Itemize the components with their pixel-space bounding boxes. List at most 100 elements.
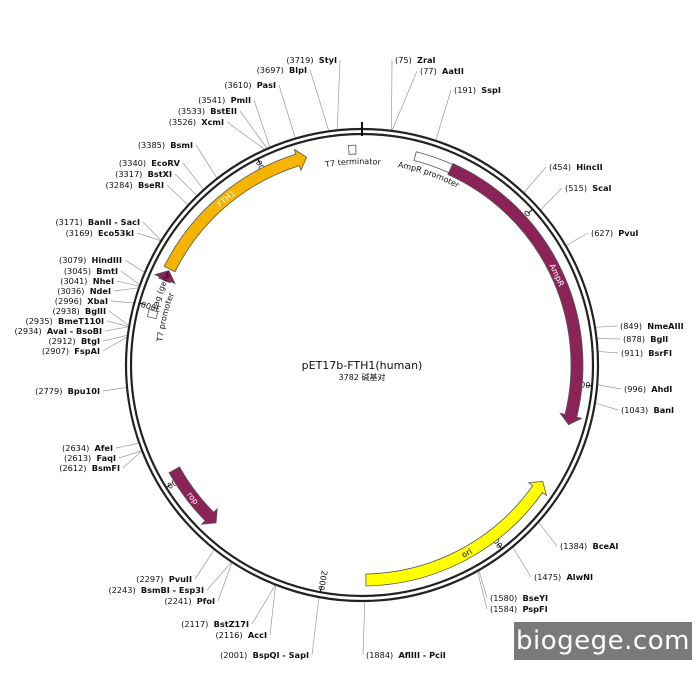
site-leader-line — [269, 585, 276, 636]
restriction-site: (2907) FspAI — [42, 337, 127, 356]
restriction-site: (75) ZraI — [391, 55, 436, 130]
site-leader-line — [166, 184, 188, 205]
site-label: (2117) BstZ17I — [181, 619, 249, 629]
site-name: PfoI — [197, 596, 215, 606]
restriction-site: (1475) AlwNI — [512, 547, 593, 582]
site-label: (3036) NdeI — [57, 286, 111, 296]
site-label: (2116) AccI — [215, 630, 267, 640]
site-label: (454) HincII — [549, 162, 603, 172]
site-name: BmtI — [96, 266, 118, 276]
restriction-site: (77) AatII — [391, 66, 464, 131]
site-label: (2938) BglII — [53, 306, 106, 316]
site-leader-line — [116, 280, 139, 287]
feature-shape — [365, 481, 548, 587]
restriction-site: (3169) Eco53kI — [66, 228, 161, 241]
site-position: (75) — [395, 55, 412, 65]
restriction-site: (911) BsrFI — [598, 348, 672, 358]
site-leader-line — [108, 310, 129, 326]
site-name: StyI — [319, 55, 337, 65]
feature-label-text: T7 terminator — [323, 157, 381, 169]
site-label: (1384) BceAI — [560, 541, 618, 551]
site-leader-line — [336, 59, 341, 130]
site-label: (3169) Eco53kI — [66, 228, 134, 238]
site-leader-line — [595, 325, 618, 328]
site-leader-line — [124, 259, 145, 273]
site-leader-line — [362, 601, 366, 656]
restriction-site: (2934) AvaI - BsoBI — [14, 326, 129, 336]
site-name: BtgI — [81, 336, 100, 346]
site-leader-line — [226, 121, 265, 150]
site-position: (2934) — [14, 326, 41, 336]
site-position: (3045) — [64, 266, 91, 276]
site-label: (77) AatII — [420, 66, 464, 76]
site-position: (3036) — [57, 286, 84, 296]
site-label: (2241) PfoI — [164, 596, 215, 606]
site-position: (2634) — [62, 443, 89, 453]
site-name: BspQI - SapI — [253, 650, 309, 660]
site-label: (911) BsrFI — [621, 348, 672, 358]
site-name: BsmBI - Esp3I — [141, 585, 204, 595]
site-leader-line — [118, 450, 142, 459]
site-name: NdeI — [90, 286, 111, 296]
site-name: NheI — [93, 276, 114, 286]
tick-mark — [165, 483, 172, 488]
site-position: (454) — [549, 162, 571, 172]
restriction-site: (2935) BmeT110I — [26, 316, 129, 327]
site-label: (3340) EcoRV — [119, 158, 181, 168]
site-name: BsmFI — [92, 463, 120, 473]
site-position: (3317) — [115, 169, 142, 179]
site-name: Eco53kI — [98, 228, 134, 238]
site-position: (2243) — [108, 585, 135, 595]
site-position: (2117) — [181, 619, 208, 629]
site-name: EcoRV — [151, 158, 180, 168]
feature-label: T7 terminator — [323, 157, 381, 169]
site-leader-line — [106, 320, 129, 327]
restriction-site: (3045) BmtI — [64, 266, 140, 285]
site-name: BsmI — [170, 140, 193, 150]
restriction-site: (3171) BanII - SacI — [55, 217, 161, 241]
restriction-site: (2613) FaqI — [64, 450, 142, 463]
site-label: (3697) BlpI — [257, 65, 307, 75]
site-leader-line — [311, 598, 320, 656]
site-name: AatII — [442, 66, 464, 76]
site-position: (3340) — [119, 158, 146, 168]
site-leader-line — [597, 338, 621, 340]
site-label: (627) PvuI — [591, 228, 638, 238]
site-position: (2907) — [42, 346, 69, 356]
site-position: (77) — [420, 66, 437, 76]
feature-ori: ori — [365, 481, 548, 587]
site-label: (2001) BspQI - SapI — [220, 650, 309, 660]
site-name: BseYI — [522, 593, 548, 603]
site-label: (3541) PmlI — [198, 95, 251, 105]
site-name: ZraI — [417, 55, 436, 65]
restriction-site: (3041) NheI — [60, 276, 139, 287]
tick-mark — [586, 384, 593, 387]
site-label: (3045) BmtI — [64, 266, 118, 276]
site-label: (2613) FaqI — [64, 453, 116, 463]
site-position: (2001) — [220, 650, 247, 660]
site-label: (1884) AflIII - PciI — [366, 650, 446, 660]
feature-label-path — [366, 483, 545, 583]
feature-shape — [163, 148, 308, 273]
site-position: (1384) — [560, 541, 587, 551]
site-label: (3385) BsmI — [138, 140, 193, 150]
site-name: BstXI — [148, 169, 172, 179]
site-position: (2996) — [55, 296, 82, 306]
site-name: BmeT110I — [58, 316, 104, 326]
site-position: (878) — [623, 334, 645, 344]
site-label: (2243) BsmBI - Esp3I — [108, 585, 204, 595]
site-name: FaqI — [96, 453, 116, 463]
site-name: BceAI — [592, 541, 618, 551]
site-label: (1584) PspFI — [490, 604, 548, 614]
tick-mark — [319, 586, 322, 593]
site-position: (3079) — [59, 255, 86, 265]
site-name: SspI — [481, 85, 501, 95]
tick-mark — [527, 208, 533, 214]
tick-mark — [139, 302, 146, 306]
restriction-site: (454) HincII — [524, 162, 603, 193]
site-leader-line — [524, 166, 547, 193]
site-leader-line — [253, 99, 270, 147]
restriction-site: (1884) AflIII - PciI — [362, 601, 446, 660]
restriction-site: (2938) BglII — [53, 306, 129, 326]
restriction-site: (3385) BsmI — [138, 140, 218, 178]
